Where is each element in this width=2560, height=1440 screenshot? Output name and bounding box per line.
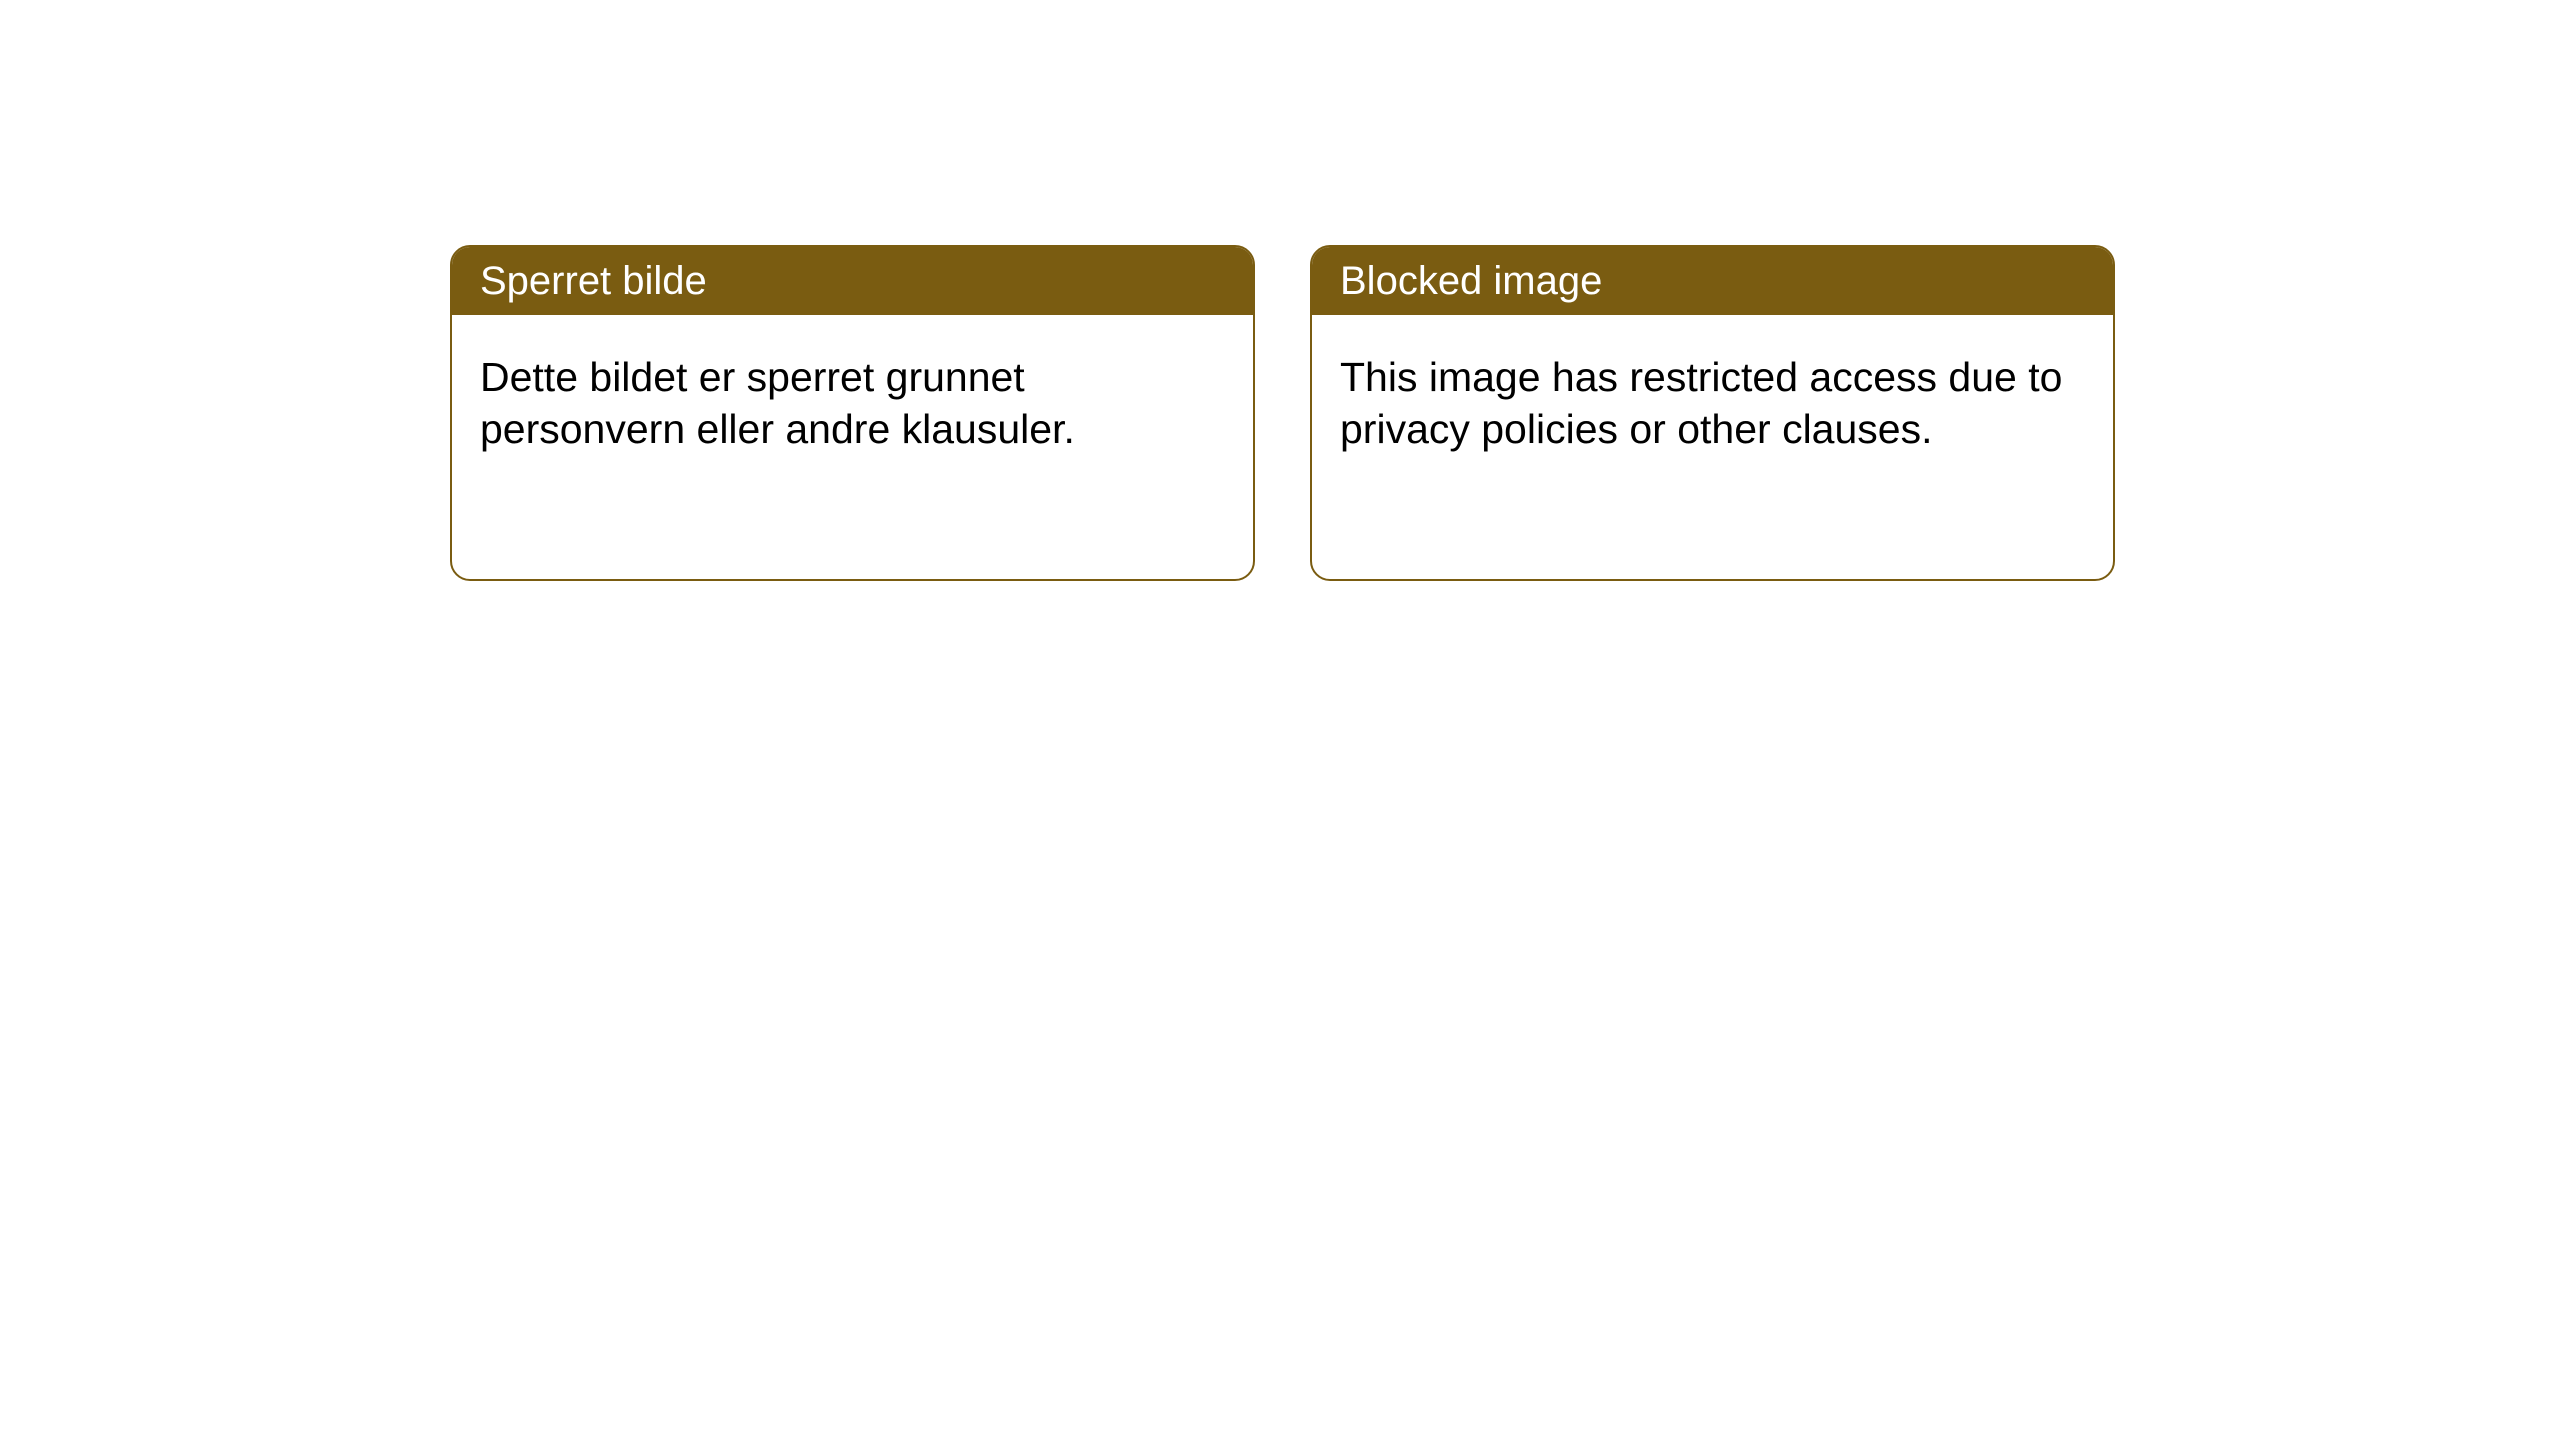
notice-cards-container: Sperret bilde Dette bildet er sperret gr… bbox=[450, 245, 2115, 581]
notice-card-title: Sperret bilde bbox=[452, 247, 1253, 315]
notice-card-body: This image has restricted access due to … bbox=[1312, 315, 2113, 492]
notice-card-body: Dette bildet er sperret grunnet personve… bbox=[452, 315, 1253, 492]
notice-card-english: Blocked image This image has restricted … bbox=[1310, 245, 2115, 581]
notice-card-norwegian: Sperret bilde Dette bildet er sperret gr… bbox=[450, 245, 1255, 581]
notice-card-title: Blocked image bbox=[1312, 247, 2113, 315]
